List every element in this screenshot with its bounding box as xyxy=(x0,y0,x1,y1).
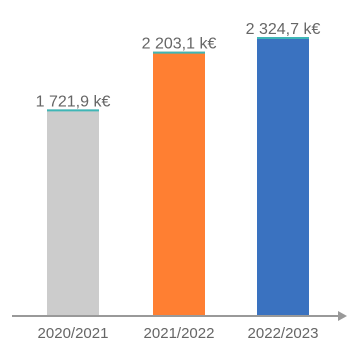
bar-2020-2021 xyxy=(47,109,99,316)
x-axis-arrow-icon xyxy=(338,311,347,321)
x-tick-labels-group: 2020/2021 2021/2022 2022/2023 xyxy=(38,325,319,342)
x-tick-label: 2022/2023 xyxy=(248,325,319,342)
value-label: 1 721,9 k€ xyxy=(36,93,111,110)
value-label: 2 324,7 k€ xyxy=(246,21,321,38)
value-labels-group: 1 721,9 k€ 2 203,1 k€ 2 324,7 k€ xyxy=(36,21,321,110)
bar-2021-2022 xyxy=(153,51,205,317)
x-tick-label: 2020/2021 xyxy=(38,325,109,342)
bars-group xyxy=(47,37,309,317)
x-axis xyxy=(12,311,347,321)
bar-2022-2023 xyxy=(257,37,309,316)
value-label: 2 203,1 k€ xyxy=(142,36,217,53)
x-tick-label: 2021/2022 xyxy=(144,325,215,342)
